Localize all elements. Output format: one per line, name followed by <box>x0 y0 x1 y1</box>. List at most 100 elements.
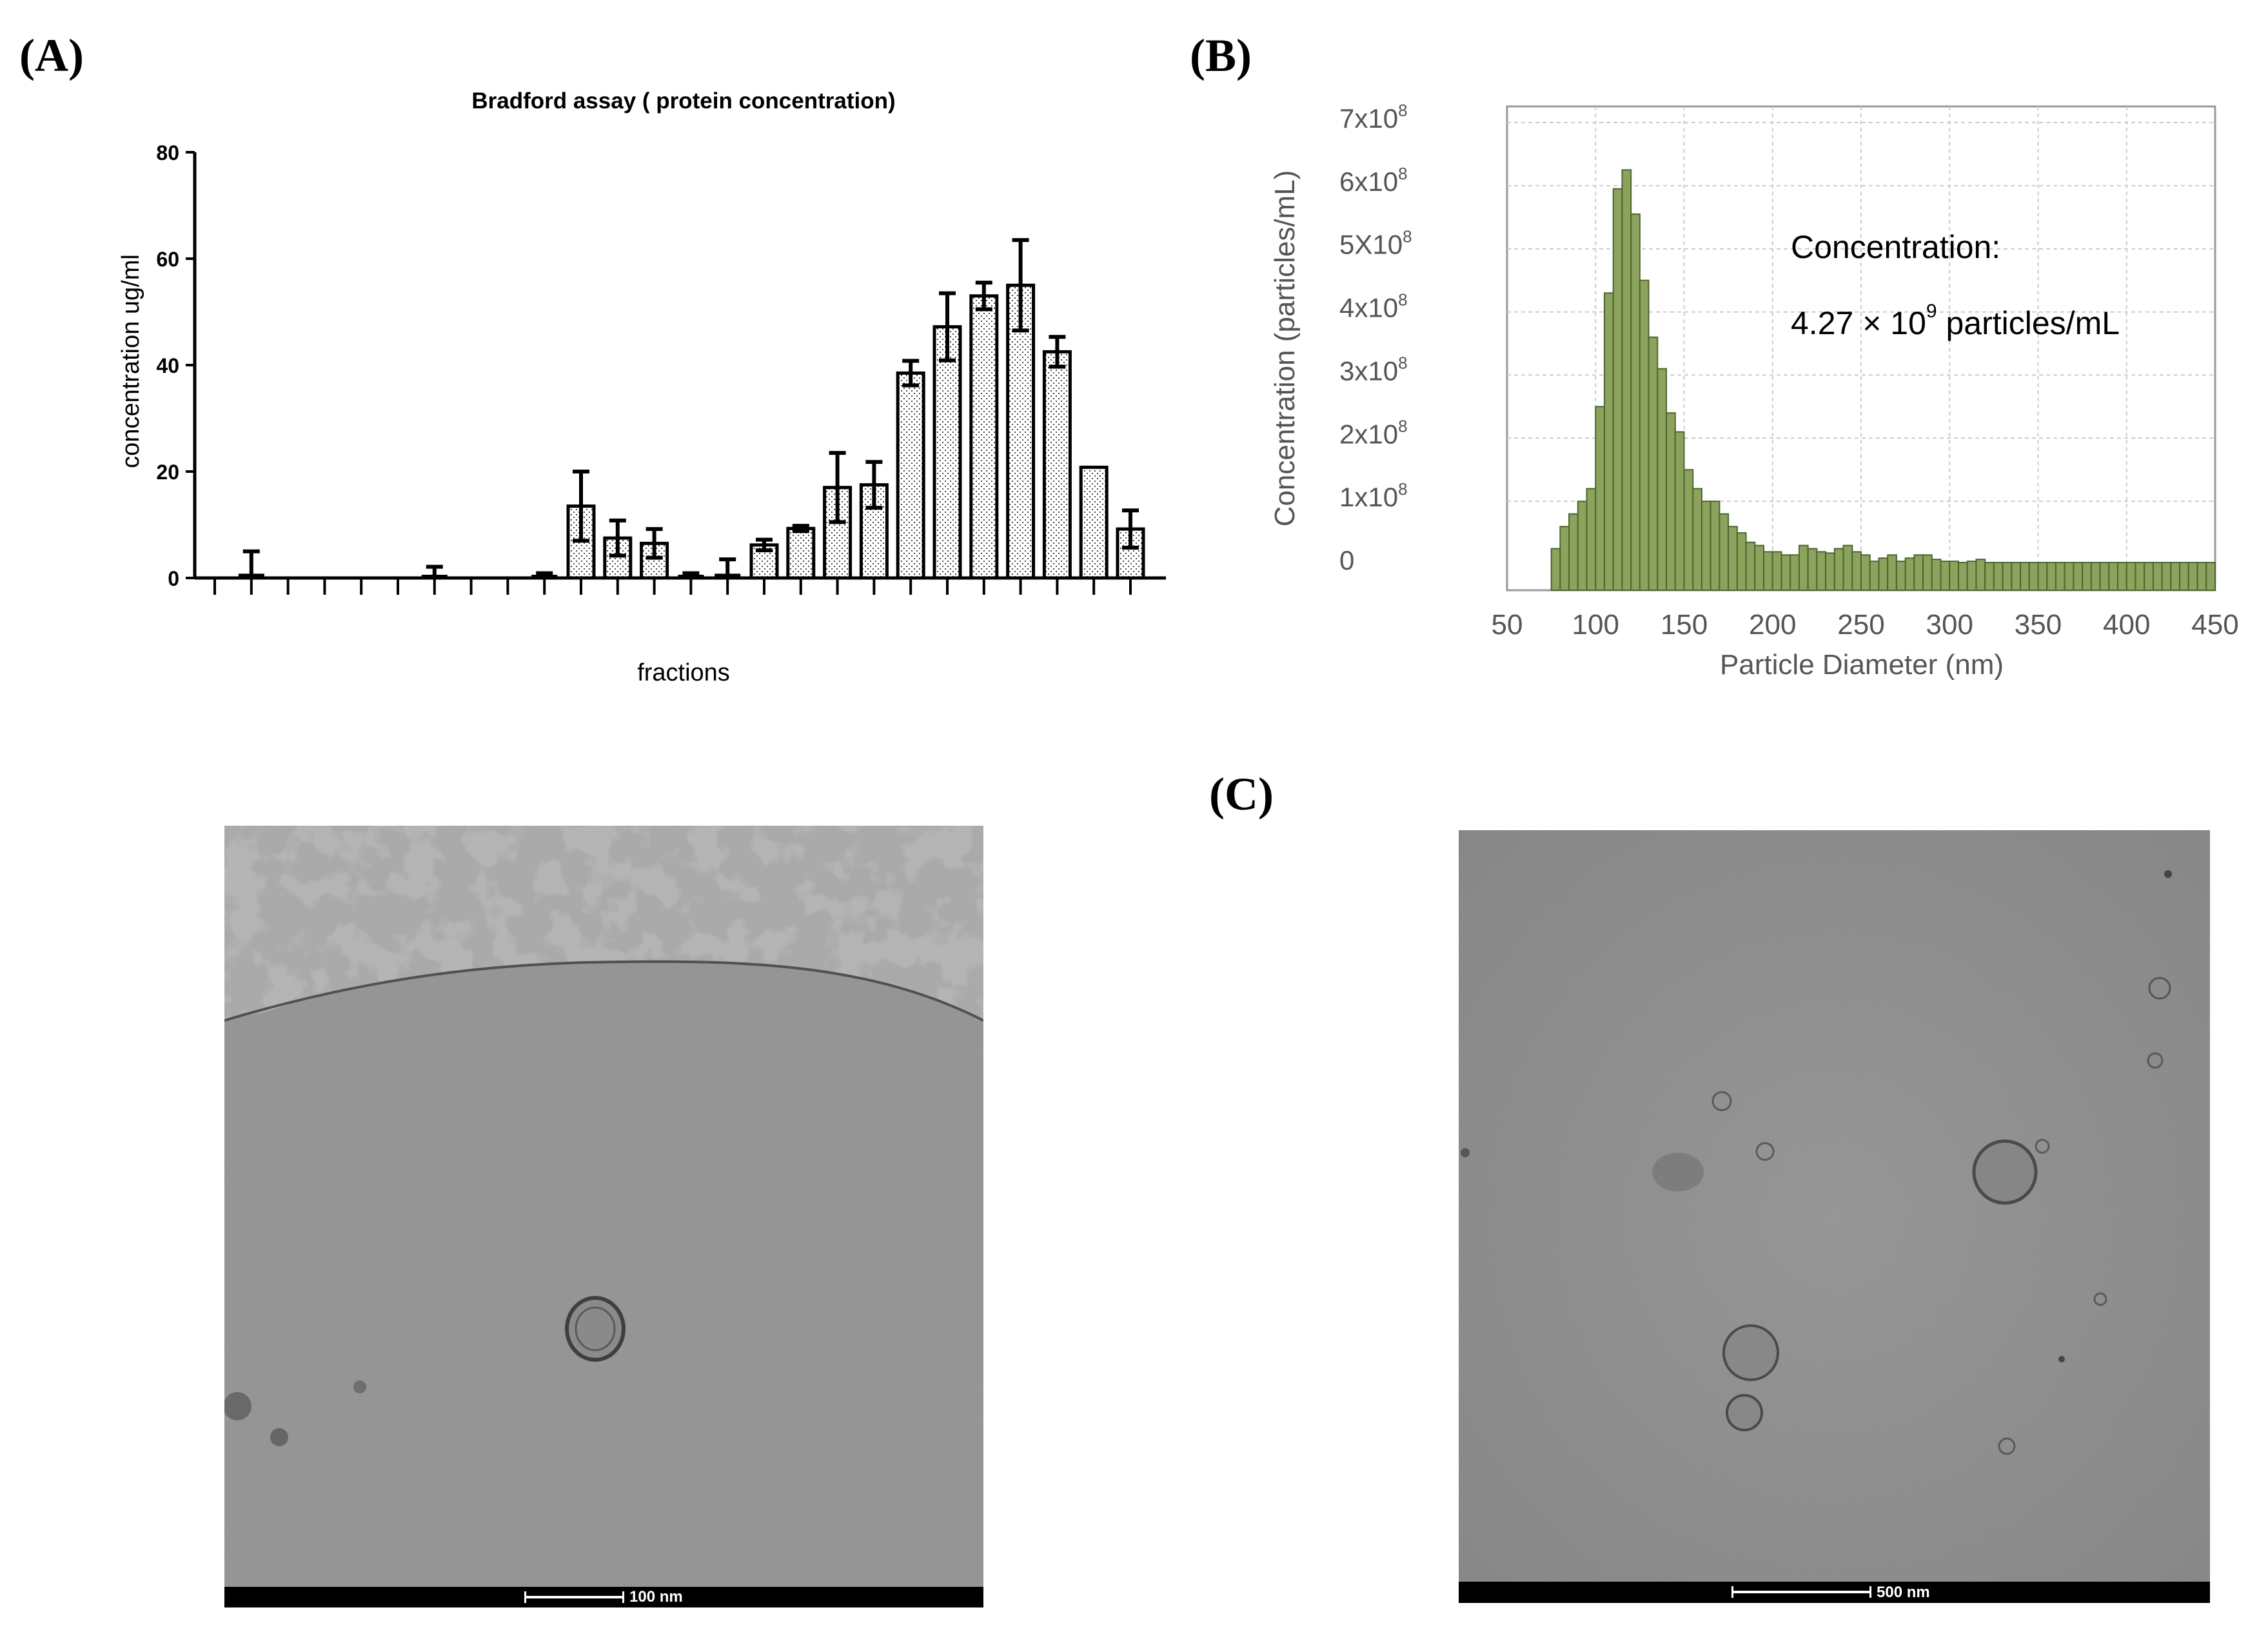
histogram-bar-b <box>1975 559 1986 592</box>
histogram-bar-b <box>2135 562 2145 591</box>
particle-left-2 <box>224 1392 251 1420</box>
concentration-annotation-line1: Concentration: <box>1791 229 2000 265</box>
y-tick-label-b: 7x108 <box>1339 101 1408 134</box>
histogram-bar-b <box>1966 561 1977 591</box>
x-tick-label-b: 300 <box>1926 609 1973 641</box>
histogram-bar-b <box>1621 169 1632 591</box>
histogram-bar-b <box>1745 541 1756 591</box>
histogram-bar-b <box>1869 561 1880 591</box>
histogram-bar-b <box>1763 551 1773 592</box>
histogram-bar-b <box>1833 548 1844 591</box>
x-tick-label-b: 250 <box>1837 609 1884 641</box>
bradford-bar-chart: Bradford assay ( protein concentration) … <box>117 88 1166 686</box>
vesicle-right-6 <box>1755 1142 1775 1161</box>
x-tick-label-b: 50 <box>1492 609 1523 641</box>
histogram-bar-b <box>2082 562 2092 591</box>
y-tick-label-b: 6x108 <box>1339 164 1408 197</box>
annotation-unit: particles/mL <box>1937 305 2120 341</box>
histogram-bar-b <box>1550 548 1561 591</box>
histogram-bar-b <box>1710 501 1721 592</box>
histogram-bar-b <box>2152 562 2163 591</box>
histogram-bar-b <box>2055 562 2066 591</box>
histogram-bar-b <box>1984 562 1995 591</box>
y-tick-label-a: 0 <box>168 567 179 590</box>
histogram-bar-b <box>2020 562 2030 591</box>
histogram-bar-b <box>1719 513 1730 592</box>
scalebar-right <box>1731 1591 1871 1593</box>
dark-speck-1 <box>2164 870 2172 878</box>
scalebar-right-tick-end <box>1869 1586 1871 1598</box>
histogram-bar-b <box>1904 557 1915 592</box>
histogram-bar-b <box>1790 554 1800 591</box>
scalebar-left-tick-start <box>524 1591 526 1603</box>
histogram-bar-b <box>2144 562 2154 591</box>
histogram-bar-b <box>1577 501 1588 592</box>
histogram-bar-b <box>1780 554 1791 591</box>
particle-left-3 <box>353 1380 366 1393</box>
annotation-exponent: 9 <box>1926 301 1937 322</box>
histogram-bar-b <box>2170 562 2181 591</box>
chart-b-ylabel: Concentration (particles/mL) <box>1269 170 1301 527</box>
histogram-bar-b <box>1701 501 1711 592</box>
dark-speck-2 <box>2058 1356 2065 1362</box>
y-tick-label-b: 4x108 <box>1339 290 1408 323</box>
scalebar-right-tick-start <box>1731 1586 1733 1598</box>
vesicle-right-7 <box>2147 1052 2164 1069</box>
histogram-bar-b <box>2028 562 2039 591</box>
histogram-bar-b <box>1612 188 1623 591</box>
dark-speck-3 <box>1461 1148 1470 1157</box>
bar-a <box>969 294 999 580</box>
histogram-bar-b <box>1860 554 1871 591</box>
histogram-bar-b <box>1657 368 1668 592</box>
panel-label-b: (B) <box>1190 30 1252 81</box>
histogram-bar-b <box>1692 488 1702 591</box>
histogram-bar-b <box>1728 526 1738 591</box>
histogram-bar-b <box>2161 562 2172 591</box>
x-tick-label-b: 200 <box>1749 609 1796 641</box>
histogram-bar-b <box>2125 562 2136 591</box>
histogram-bar-b <box>1895 561 1906 591</box>
histogram-bar-b <box>2187 562 2198 591</box>
histogram-bar-b <box>1913 554 1924 591</box>
chart-a-title: Bradford assay ( protein concentration) <box>471 88 895 114</box>
histogram-bar-b <box>1957 562 1968 591</box>
chart-b-xlabel: Particle Diameter (nm) <box>1720 649 2004 681</box>
chart-a-ylabel: concentration ug/ml <box>117 254 144 468</box>
histogram-bar-b <box>2002 562 2013 591</box>
cryo-em-micrograph-left: 100 nm <box>224 826 983 1607</box>
histogram-bar-b <box>1878 557 1889 592</box>
y-tick-label-a: 80 <box>156 141 179 164</box>
histogram-bar-b <box>1807 548 1818 591</box>
histogram-bar-b <box>1825 552 1835 592</box>
vesicle-right-8 <box>2035 1139 2050 1154</box>
y-tick-label-a: 40 <box>156 354 179 377</box>
histogram-bar-b <box>2046 562 2056 591</box>
bar-a <box>896 371 925 580</box>
cryo-em-micrograph-right: 500 nm <box>1459 830 2210 1603</box>
bar-a <box>1079 465 1109 580</box>
y-tick-label-b: 5X108 <box>1339 227 1412 260</box>
chart-a-xlabel: fractions <box>637 659 730 686</box>
vesicle-left-inner <box>575 1306 616 1351</box>
bar-a <box>786 526 816 580</box>
histogram-bar-b <box>1940 561 1951 591</box>
histogram-bar-b <box>1816 551 1827 592</box>
scalebar-right-label: 500 nm <box>1877 1584 1930 1601</box>
bar-a <box>1042 350 1072 580</box>
histogram-bar-b <box>1949 561 1959 591</box>
histogram-bar-b <box>2073 562 2084 591</box>
y-tick-label-b: 1x108 <box>1339 479 1408 512</box>
histogram-bar-b <box>1595 406 1605 591</box>
scalebar-left <box>524 1596 624 1598</box>
histogram-bar-b <box>2205 562 2216 591</box>
panel-label-c: (C) <box>1209 768 1274 820</box>
histogram-bar-b <box>1887 554 1897 591</box>
histogram-bar-b <box>2196 562 2207 591</box>
histogram-bar-b <box>2011 562 2022 591</box>
histogram-bar-b <box>1683 469 1694 592</box>
histogram-bar-b <box>1639 279 1650 591</box>
histogram-bar-b <box>1666 412 1676 592</box>
histogram-bar-b <box>1736 532 1747 591</box>
histogram-bar-b <box>1648 336 1659 591</box>
histogram-bar-b <box>2179 562 2189 591</box>
